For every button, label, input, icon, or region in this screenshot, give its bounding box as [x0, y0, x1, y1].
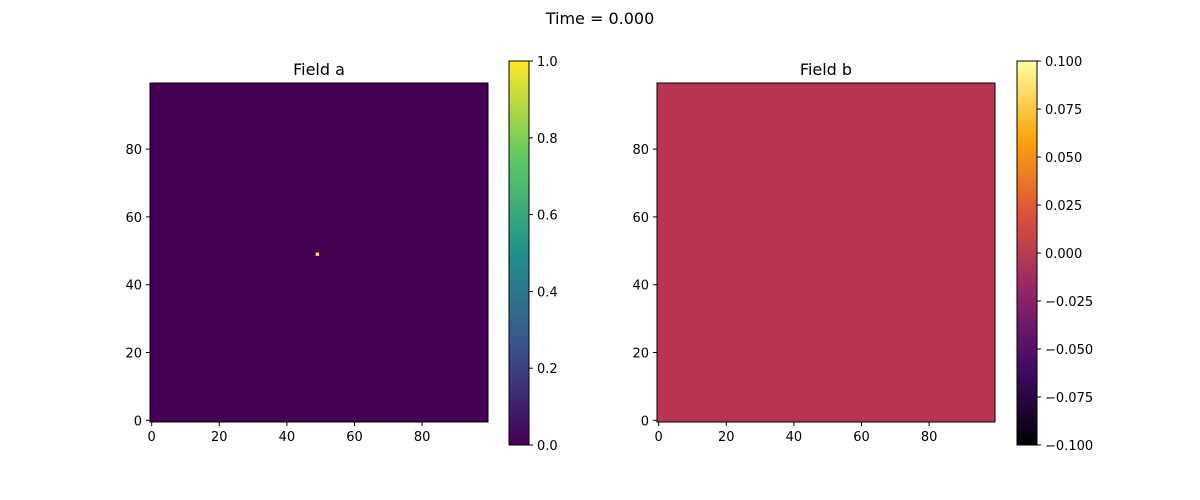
y-tick-label: 20 — [632, 347, 649, 362]
colorbar-tick-label: −0.100 — [1045, 439, 1093, 454]
colorbar-tick-label: 0.000 — [1045, 247, 1082, 262]
colorbar-tick-label: 0.2 — [537, 362, 558, 377]
colorbar-tick-label: 0.0 — [537, 439, 558, 454]
figure-suptitle: Time = 0.000 — [545, 9, 655, 28]
y-tick-label: 0 — [134, 414, 142, 429]
panel-title: Field b — [800, 60, 852, 79]
colorbar-tick-label: 0.075 — [1045, 103, 1082, 118]
panel-field-b: Field b 0 20 40 60 80 0 20 40 60 80 −0.100 −0.075 −0.… — [632, 55, 1093, 454]
colorbar-tick-label: 0.025 — [1045, 199, 1082, 214]
x-tick-label: 0 — [655, 430, 663, 445]
x-tick-label: 60 — [346, 430, 363, 445]
y-tick-label: 40 — [125, 279, 142, 294]
y-tick-label: 80 — [125, 143, 142, 158]
y-tick-label: 60 — [632, 211, 649, 226]
heatmap-cell-0 — [315, 252, 319, 256]
y-tick-label: 60 — [125, 211, 142, 226]
x-tick-label: 20 — [211, 430, 228, 445]
y-tick-label: 0 — [641, 414, 649, 429]
x-tick-label: 80 — [414, 430, 431, 445]
x-tick-label: 20 — [718, 430, 735, 445]
x-tick-label: 0 — [148, 430, 156, 445]
colorbar-tick-label: 1.0 — [537, 55, 558, 70]
y-tick-label: 40 — [632, 279, 649, 294]
colorbar-tick-label: −0.050 — [1045, 343, 1093, 358]
colorbar-tick-label: 0.6 — [537, 209, 558, 224]
y-tick-label: 20 — [125, 347, 142, 362]
panel-title: Field a — [293, 60, 345, 79]
colorbar-tick-label: 0.100 — [1045, 55, 1082, 70]
colorbar-tick-label: 0.8 — [537, 132, 558, 147]
colorbar-tick-label: 0.050 — [1045, 151, 1082, 166]
colorbar — [509, 61, 529, 445]
x-tick-label: 60 — [853, 430, 870, 445]
y-tick-label: 80 — [632, 143, 649, 158]
colorbar-tick-label: 0.4 — [537, 285, 558, 300]
colorbar — [1017, 61, 1037, 445]
x-tick-label: 40 — [279, 430, 296, 445]
axes-frame — [656, 82, 996, 423]
heatmap-field — [657, 83, 995, 422]
axes-frame — [149, 82, 489, 423]
panel-field-a: Field a 0 20 40 60 80 0 20 40 60 80 0.0 0.2 0.4 0.6 0.8… — [125, 55, 557, 454]
x-tick-label: 40 — [786, 430, 803, 445]
colorbar-tick-label: −0.025 — [1045, 295, 1093, 310]
colorbar-tick-label: −0.075 — [1045, 391, 1093, 406]
colorbar-frame — [508, 60, 530, 446]
x-tick-label: 80 — [921, 430, 938, 445]
